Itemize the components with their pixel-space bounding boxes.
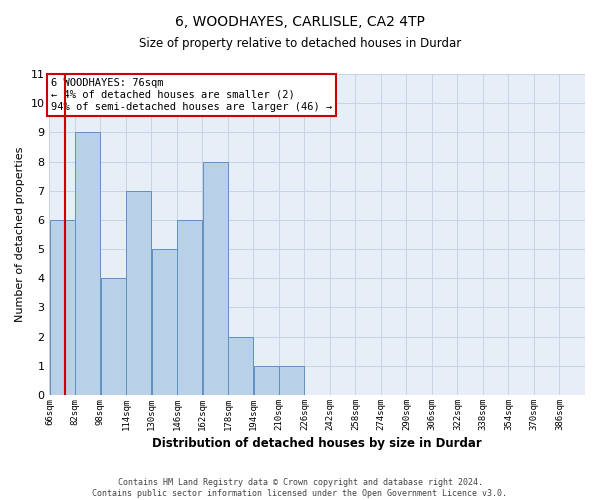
Bar [127,190,151,395]
Bar [76,132,100,395]
Bar [254,366,278,395]
Bar [152,249,176,395]
Text: 6, WOODHAYES, CARLISLE, CA2 4TP: 6, WOODHAYES, CARLISLE, CA2 4TP [175,15,425,29]
Text: Size of property relative to detached houses in Durdar: Size of property relative to detached ho… [139,38,461,51]
X-axis label: Distribution of detached houses by size in Durdar: Distribution of detached houses by size … [152,437,482,450]
Text: Contains HM Land Registry data © Crown copyright and database right 2024.
Contai: Contains HM Land Registry data © Crown c… [92,478,508,498]
Y-axis label: Number of detached properties: Number of detached properties [15,147,25,322]
Bar [229,336,253,395]
Bar [280,366,304,395]
Bar [101,278,125,395]
Bar [203,162,227,395]
Bar [178,220,202,395]
Text: 6 WOODHAYES: 76sqm
← 4% of detached houses are smaller (2)
94% of semi-detached : 6 WOODHAYES: 76sqm ← 4% of detached hous… [51,78,332,112]
Bar [50,220,74,395]
